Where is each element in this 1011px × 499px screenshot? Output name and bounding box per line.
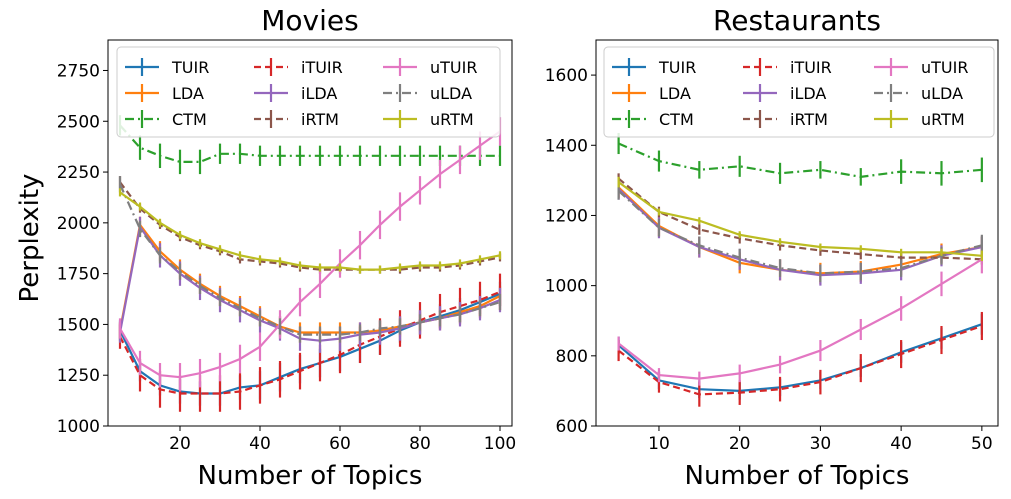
series-line-ituir: [119, 290, 501, 395]
x-tick-label: 50: [971, 434, 993, 454]
x-tick-label: 30: [810, 434, 832, 454]
plot-area: [617, 132, 983, 407]
y-axis-label: Perplexity: [15, 174, 45, 303]
series-line-urtm: [119, 191, 501, 271]
restaurants-panel: Restaurants Number of Topics 10 20 30 40 50 600…: [545, 4, 999, 491]
series-line-lda: [118, 222, 501, 334]
y-tick-label: 800: [556, 347, 588, 367]
legend-label: iTUIR: [301, 58, 343, 77]
y-tick-label: 1400: [545, 136, 588, 156]
y-tick-label: 1250: [57, 366, 100, 386]
x-tick-label: 10: [648, 434, 670, 454]
series-line-tuir: [617, 323, 983, 393]
legend-label: uRTM: [430, 110, 474, 129]
legend-label: LDA: [659, 84, 691, 103]
legend: TUIR LDA CTM iTUIR iLDA iRTM uTUIR uLDA uRTM: [603, 46, 995, 138]
legend-label: uTUIR: [430, 58, 477, 77]
legend-label: TUIR: [658, 58, 696, 77]
movies-panel: Movies Number of Topics 20 40 60 80 100 1000 125…: [57, 4, 516, 491]
legend-label: CTM: [659, 110, 694, 129]
legend-label: iRTM: [790, 110, 828, 129]
series-line-ituir: [617, 324, 983, 396]
series-line-ctm: [618, 142, 982, 179]
x-tick-label: 40: [890, 434, 912, 454]
y-tick-label: 1500: [57, 315, 100, 335]
axes-frame: [107, 39, 513, 427]
x-tick-label: 40: [249, 434, 271, 454]
series-line-ulda: [118, 183, 501, 336]
x-tick-label: 60: [329, 434, 351, 454]
legend-label: iLDA: [790, 84, 826, 103]
legend-label: iLDA: [301, 84, 337, 103]
series-line-irtm: [119, 181, 501, 271]
x-tick-label: 100: [484, 434, 516, 454]
legend-label: uLDA: [921, 84, 963, 103]
series-line-irtm: [617, 177, 982, 261]
series-line-ilda: [617, 188, 983, 277]
y-tick-label: 2000: [57, 214, 100, 234]
legend-label: uTUIR: [921, 58, 968, 77]
series-line-ilda: [118, 224, 501, 342]
legend-label: uLDA: [430, 84, 472, 103]
legend-label: TUIR: [171, 58, 209, 77]
series-line-tuir: [119, 292, 501, 395]
series-line-ctm: [119, 124, 500, 163]
axes-frame: [595, 39, 999, 427]
legend-label: iTUIR: [790, 58, 832, 77]
legend-label: CTM: [172, 110, 207, 129]
series-line-utuir: [119, 130, 501, 379]
y-tick-label: 2250: [57, 163, 100, 183]
legend-box: [603, 46, 995, 138]
legend-box: [116, 46, 501, 138]
series-line-utuir: [617, 258, 983, 380]
x-tick-label: 20: [169, 434, 191, 454]
series-line-urtm: [617, 181, 982, 257]
x-axis-label: Number of Topics: [198, 461, 423, 491]
legend: TUIR LDA CTM iTUIR iLDA iRTM uTUIR uLDA uRTM: [116, 46, 501, 138]
y-tick-label: 1200: [545, 206, 588, 226]
y-tick-label: 1750: [57, 265, 100, 285]
chart-title: Restaurants: [713, 4, 881, 37]
x-tick-label: 20: [729, 434, 751, 454]
chart-title: Movies: [261, 4, 358, 37]
legend-label: iRTM: [301, 110, 339, 129]
x-axis-label: Number of Topics: [685, 461, 910, 491]
legend-label: uRTM: [921, 110, 965, 129]
y-tick-label: 1600: [545, 66, 588, 86]
plot-area: [118, 115, 502, 412]
legend-label: LDA: [172, 84, 204, 103]
y-tick-label: 600: [556, 417, 588, 437]
y-tick-label: 1000: [545, 277, 588, 297]
series-line-ulda: [617, 190, 983, 275]
y-tick-label: 2750: [57, 61, 100, 81]
x-tick-label: 80: [409, 434, 431, 454]
y-tick-label: 1000: [57, 417, 100, 437]
y-tick-label: 2500: [57, 112, 100, 132]
